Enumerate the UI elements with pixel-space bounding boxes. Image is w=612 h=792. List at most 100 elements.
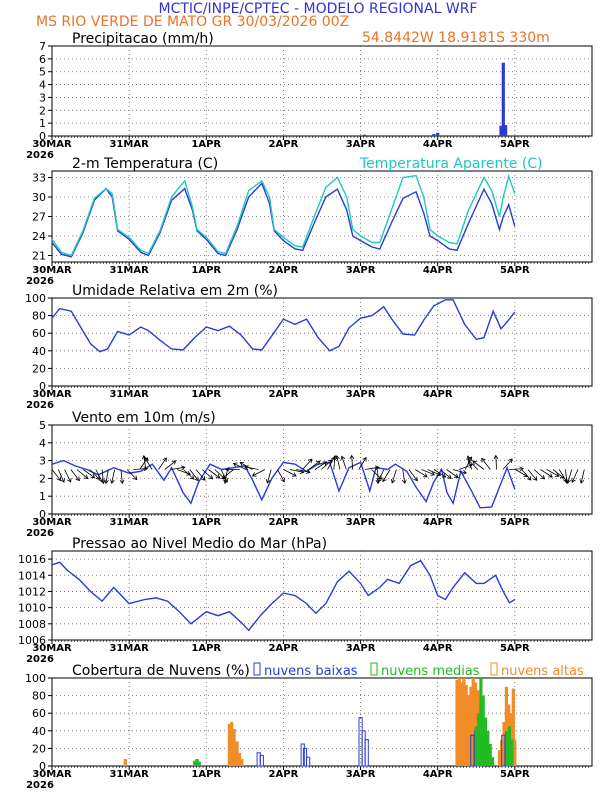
wind-vector-head bbox=[194, 476, 199, 482]
wind-vector bbox=[580, 469, 585, 484]
series-nuvens-medias-bar bbox=[507, 726, 511, 766]
series-nuvens-baixas-bar bbox=[501, 734, 506, 767]
y-tick-label: 0 bbox=[39, 380, 46, 393]
wind-vector bbox=[143, 455, 147, 470]
wind-vector-head bbox=[239, 462, 245, 467]
series-nuvens-medias-bar bbox=[481, 695, 485, 766]
wind-vector-head bbox=[244, 465, 249, 470]
panel-title: Umidade Relativa em 2m (%) bbox=[72, 283, 278, 299]
wind-vector bbox=[546, 469, 560, 477]
wind-vector bbox=[464, 456, 472, 470]
chart-main-title: MCTIC/INPE/CPTEC - MODELO REGIONAL WRF bbox=[159, 1, 478, 17]
wind-vector bbox=[164, 460, 176, 470]
wind-vector bbox=[308, 460, 321, 470]
wind-vector bbox=[76, 469, 88, 479]
wind-vector-head bbox=[382, 477, 387, 483]
wind-vector bbox=[51, 469, 62, 481]
wind-vector bbox=[433, 469, 446, 478]
wind-vector-head bbox=[340, 455, 346, 461]
series-nuvens-altas-bar bbox=[240, 759, 244, 766]
wind-vector bbox=[105, 469, 109, 484]
panel-pressure: 1006 1008 1010 1012 1014 1016 30MAR 31MAR 1APR 2A… bbox=[18, 536, 593, 665]
panel-title: Precipitacao (mm/h) bbox=[72, 31, 214, 47]
series-nuvens-altas-bar bbox=[502, 722, 506, 766]
x-tick-label: 30MAR bbox=[32, 389, 72, 400]
y-tick-label: 100 bbox=[25, 292, 46, 305]
legend-swatch-0 bbox=[253, 662, 261, 676]
x-tick-label: 1APR bbox=[191, 643, 221, 654]
wind-vector-head bbox=[223, 479, 228, 485]
wind-vector-head bbox=[292, 472, 297, 477]
wind-vector bbox=[57, 469, 65, 483]
y-tick-label: 60 bbox=[32, 327, 46, 340]
series-nuvens-altas-bar bbox=[464, 685, 468, 766]
wind-vector-head bbox=[67, 478, 72, 483]
wind-vector-head bbox=[566, 478, 572, 484]
wind-vector-head bbox=[90, 473, 96, 479]
wind-vector bbox=[302, 458, 313, 470]
x-tick-label: 31MAR bbox=[109, 517, 149, 528]
wind-vector bbox=[565, 469, 568, 484]
series-pressao bbox=[51, 559, 516, 632]
wind-vector bbox=[202, 469, 213, 480]
series-nuvens-medias-bar bbox=[474, 726, 478, 766]
wind-vector bbox=[189, 469, 199, 481]
wind-vector-head bbox=[526, 475, 532, 481]
wind-vector bbox=[414, 469, 428, 478]
wind-vector bbox=[402, 469, 406, 484]
y-tick-label: 1014 bbox=[18, 569, 46, 582]
wind-vector-head bbox=[60, 478, 65, 483]
wind-vector bbox=[70, 469, 80, 481]
wind-vector-head bbox=[171, 460, 177, 465]
wind-vector-head bbox=[467, 458, 472, 464]
series-nuvens-altas-bar bbox=[469, 686, 473, 766]
series-nuvens-baixas-bar bbox=[306, 756, 311, 767]
series-precipitacao-bar bbox=[504, 125, 508, 136]
wind-vector bbox=[377, 469, 385, 483]
y-tick-label: 2 bbox=[39, 104, 46, 117]
wind-vector bbox=[126, 469, 138, 480]
x-tick-label: 5APR bbox=[500, 643, 530, 654]
wind-vector bbox=[452, 469, 467, 474]
x-tick-label: 2APR bbox=[269, 389, 299, 400]
y-tick-label: 0 bbox=[39, 508, 46, 521]
wind-vector bbox=[296, 469, 310, 473]
wind-vector-head bbox=[430, 471, 436, 476]
y-tick-label: 5 bbox=[39, 419, 46, 432]
wind-vector-head bbox=[208, 474, 214, 480]
wind-vector bbox=[446, 469, 459, 478]
wind-vector-head bbox=[315, 460, 321, 465]
series-nuvens-altas-bar bbox=[460, 682, 464, 766]
panel-title: 2-m Temperatura (C) bbox=[72, 156, 218, 172]
wind-vector-head bbox=[377, 478, 382, 483]
wind-vector bbox=[515, 469, 528, 477]
x-tick-label: 2APR bbox=[269, 265, 299, 276]
wind-vector bbox=[408, 469, 418, 481]
series-temperatura-aparente bbox=[51, 173, 516, 257]
wind-vector bbox=[327, 457, 335, 470]
series-nuvens-altas-bar bbox=[473, 682, 478, 766]
wind-vector-head bbox=[540, 474, 546, 480]
wind-vector-head bbox=[189, 475, 195, 480]
x-tick-label: 2APR bbox=[269, 769, 299, 780]
panel-title: Cobertura de Nuvens (%) bbox=[72, 663, 250, 679]
wind-vector-head bbox=[180, 465, 186, 471]
wind-vector bbox=[391, 469, 397, 484]
series-nuvens-medias-bar bbox=[510, 739, 514, 766]
wind-vector-head bbox=[532, 476, 538, 481]
x-tick-label: 30MAR bbox=[32, 139, 72, 150]
wind-vector bbox=[101, 469, 104, 484]
y-tick-label: 0 bbox=[39, 130, 46, 143]
x-tick-label: 3APR bbox=[346, 769, 376, 780]
y-tick-label: 4 bbox=[39, 79, 46, 92]
y-tick-label: 33 bbox=[32, 172, 46, 185]
panel-clouds: 0 20 40 60 80 100 30MAR 31MAR 1APR 2APR 3APR 4APR 5A… bbox=[25, 662, 593, 791]
x-year-label: 2026 bbox=[26, 400, 54, 411]
series-umidade-relativa bbox=[51, 299, 516, 353]
legend-label-0: nuvens baixas bbox=[264, 664, 358, 679]
y-tick-label: 80 bbox=[32, 690, 46, 703]
series-nuvens-baixas-bar bbox=[470, 734, 475, 767]
x-tick-label: 31MAR bbox=[109, 643, 149, 654]
wind-vector bbox=[183, 469, 195, 480]
